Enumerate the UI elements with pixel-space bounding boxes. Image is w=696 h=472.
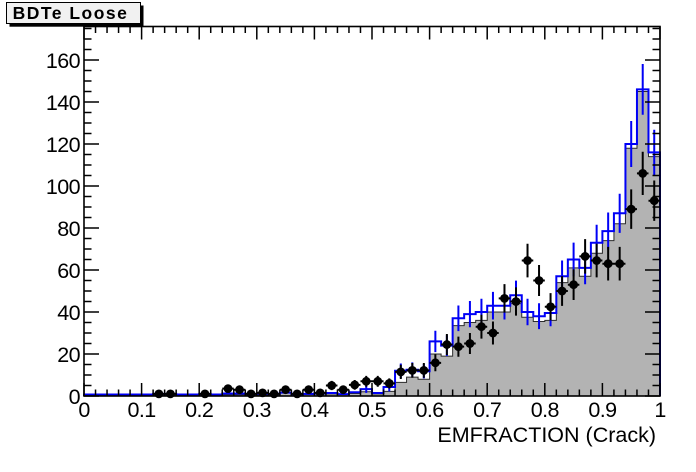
svg-text:120: 120 bbox=[46, 133, 81, 157]
svg-text:0.9: 0.9 bbox=[588, 398, 616, 422]
svg-text:0.3: 0.3 bbox=[243, 398, 272, 422]
svg-text:EMFRACTION (Crack): EMFRACTION (Crack) bbox=[437, 423, 656, 447]
svg-text:0.1: 0.1 bbox=[128, 398, 156, 422]
svg-text:80: 80 bbox=[57, 217, 80, 241]
svg-text:0.7: 0.7 bbox=[473, 398, 501, 422]
svg-text:100: 100 bbox=[46, 175, 81, 199]
svg-text:0.4: 0.4 bbox=[300, 398, 329, 422]
svg-text:0.8: 0.8 bbox=[531, 398, 560, 422]
svg-text:BDTe Loose: BDTe Loose bbox=[13, 3, 129, 23]
svg-text:160: 160 bbox=[46, 49, 81, 73]
svg-text:60: 60 bbox=[57, 259, 80, 283]
svg-text:0: 0 bbox=[78, 398, 90, 422]
svg-text:140: 140 bbox=[46, 91, 81, 115]
svg-text:40: 40 bbox=[57, 301, 80, 325]
svg-text:0.2: 0.2 bbox=[185, 398, 213, 422]
svg-text:1: 1 bbox=[654, 398, 665, 422]
svg-text:0.6: 0.6 bbox=[416, 398, 445, 422]
svg-text:20: 20 bbox=[57, 343, 80, 367]
svg-text:0: 0 bbox=[69, 385, 81, 409]
svg-text:0.5: 0.5 bbox=[358, 398, 387, 422]
